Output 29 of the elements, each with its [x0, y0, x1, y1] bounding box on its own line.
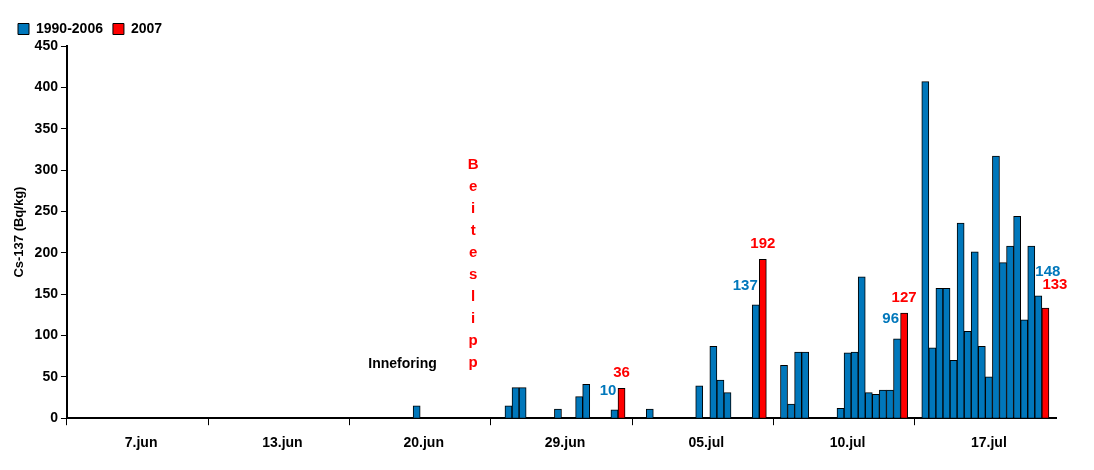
legend-label: 2007	[130, 19, 163, 36]
x-tick-label: 29.jun	[544, 434, 586, 451]
y-tick-label: 400	[34, 78, 59, 95]
y-tick-label: 300	[34, 160, 59, 177]
x-tick-label: 20.jun	[403, 434, 444, 451]
data-label: 127	[891, 287, 917, 305]
y-tick-label: 0	[50, 409, 59, 426]
data-label: 192	[750, 234, 776, 252]
x-tick-label: 17.jul	[970, 434, 1007, 451]
x-tick-label: 7.jun	[124, 434, 158, 451]
y-tick-label: 100	[34, 326, 59, 343]
data-label: 137	[732, 275, 758, 293]
x-tick-label: 13.jun	[262, 434, 303, 451]
x-tick-label: 10.jul	[829, 434, 866, 451]
data-label: 96	[882, 309, 900, 327]
x-tick-label: 05.jul	[688, 434, 725, 451]
y-tick-label: 450	[34, 36, 59, 53]
y-tick-label: 150	[34, 284, 59, 301]
data-label: 148	[1035, 262, 1061, 280]
data-label: 36	[613, 363, 630, 381]
y-tick-label: 50	[42, 367, 59, 384]
y-tick-label: 200	[34, 243, 59, 260]
data-label: 10	[599, 380, 617, 398]
annotation: Inneforing	[368, 355, 437, 372]
y-axis-title: Cs-137 (Bq/kg)	[11, 186, 27, 278]
text: Beiteslipp	[467, 155, 479, 371]
y-tick-label: 350	[34, 119, 59, 136]
legend-label: 1990-2006	[36, 19, 104, 36]
y-tick-label: 250	[34, 202, 59, 219]
